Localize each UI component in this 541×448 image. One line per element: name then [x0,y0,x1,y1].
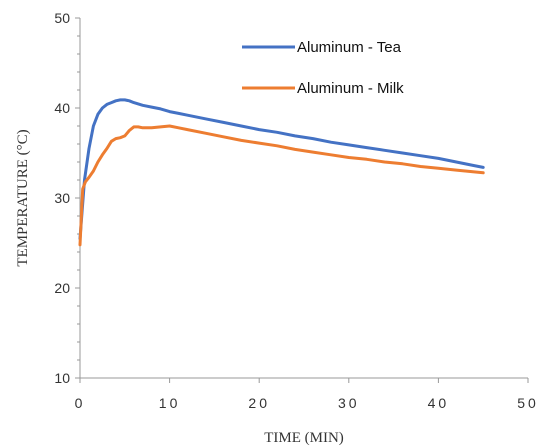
legend: Aluminum - Tea Aluminum - Milk [242,39,404,97]
y-tick-label: 10 [54,370,70,386]
x-tick-label: 40 [428,395,450,411]
x-tick-label: 10 [159,395,181,411]
x-tick-label: 50 [517,395,539,411]
x-axis-ticks: 0 10 20 30 40 50 [75,378,539,411]
legend-label-milk: Aluminum - Milk [297,80,404,97]
x-tick-label: 30 [338,395,360,411]
y-tick-label: 30 [54,190,70,206]
x-axis-title: TIME (MIN) [264,430,344,446]
x-tick-label: 20 [248,395,270,411]
y-tick-label: 40 [54,100,70,116]
y-tick-label: 50 [54,10,70,26]
series-layer [78,98,485,247]
legend-label-tea: Aluminum - Tea [297,39,402,56]
y-axis-title: TEMPERATURE (°C) [15,129,31,266]
y-axis-ticks: 10 20 30 40 50 [54,10,80,386]
series-line-1 [78,124,485,247]
series-line-0 [78,98,485,240]
y-tick-label: 20 [54,280,70,296]
plot-area [79,18,528,379]
x-tick-label: 0 [75,395,86,411]
